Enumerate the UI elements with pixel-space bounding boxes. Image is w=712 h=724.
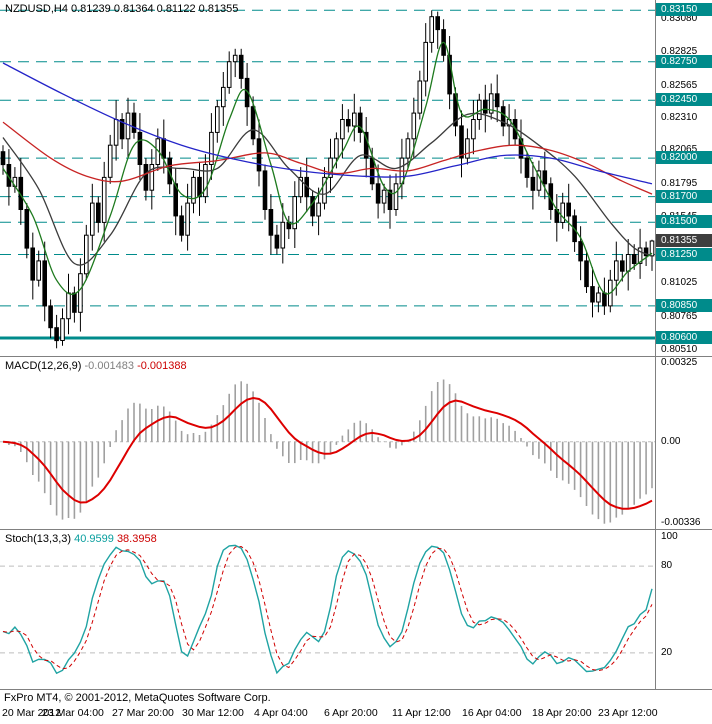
level-price-label: 0.82000 bbox=[656, 151, 712, 165]
ma-medium-red bbox=[2, 121, 653, 195]
stoch-tick-label: 80 bbox=[661, 560, 673, 572]
level-price-label: 0.81250 bbox=[656, 247, 712, 261]
price-tick-label: 0.82825 bbox=[661, 46, 698, 58]
macd-tick-label: 0.00325 bbox=[661, 357, 698, 368]
level-price-label: 0.81700 bbox=[656, 189, 712, 203]
price-tick-label: 0.82310 bbox=[661, 112, 698, 124]
time-axis[interactable]: 20 Mar 2012 23 Mar 04:00 27 Mar 20:00 30 Ma… bbox=[0, 707, 712, 723]
level-price-label: 0.81500 bbox=[656, 215, 712, 229]
stoch-k-line bbox=[2, 544, 653, 675]
ma-fast-green bbox=[2, 41, 653, 295]
macd-canvas[interactable] bbox=[0, 357, 655, 529]
price-tick-label: 0.82565 bbox=[661, 79, 698, 91]
time-axis-label: 11 Apr 12:00 bbox=[392, 707, 451, 719]
stoch-d-line bbox=[2, 545, 653, 672]
stoch-level-lines bbox=[0, 565, 655, 654]
level-price-label: 0.82750 bbox=[656, 54, 712, 68]
level-price-label: 0.80600 bbox=[656, 331, 712, 344]
price-tick-label: 0.81795 bbox=[661, 178, 698, 190]
time-axis-label: 16 Apr 04:00 bbox=[462, 707, 522, 719]
level-price-label: 0.82450 bbox=[656, 93, 712, 107]
ma-smooth-dark bbox=[2, 112, 653, 266]
macd-tick-label: 0.00 bbox=[661, 435, 681, 447]
time-axis-label: 20 Mar 2012 bbox=[2, 707, 61, 719]
level-price-label: 0.83150 bbox=[656, 3, 712, 17]
stoch-tick-label: 20 bbox=[661, 646, 673, 658]
stochastic-indicator-plot[interactable]: Stoch(13,3,3) 40.9599 38.3958 bbox=[0, 530, 656, 690]
price-tick-label: 0.81025 bbox=[661, 277, 698, 289]
price-axis[interactable]: 0.83080 0.82825 0.82565 0.82310 0.82065 0.817… bbox=[656, 0, 712, 357]
price-tick-label: 0.82065 bbox=[661, 143, 698, 155]
price-tick-label: 0.83080 bbox=[661, 13, 698, 25]
price-tick-label: 0.80510 bbox=[661, 343, 698, 355]
stoch-tick-label: 100 bbox=[661, 531, 678, 543]
time-axis-label: 27 Mar 20:00 bbox=[112, 707, 174, 719]
copyright-text: FxPro MT4, © 2001-2012, MetaQuotes Softw… bbox=[4, 692, 271, 704]
macd-indicator-plot[interactable]: MACD(12,26,9) -0.001483 -0.001388 bbox=[0, 357, 656, 530]
level-price-label: 0.80850 bbox=[656, 298, 712, 312]
time-axis-label: 30 Mar 12:00 bbox=[182, 707, 244, 719]
time-axis-label: 4 Apr 04:00 bbox=[254, 707, 308, 719]
stochastic-axis[interactable]: 100 80 20 bbox=[656, 530, 712, 690]
macd-signal-line bbox=[2, 396, 653, 510]
macd-axis[interactable]: 0.00325 0.00 -0.00336 bbox=[656, 357, 712, 530]
time-axis-label: 23 Mar 04:00 bbox=[42, 707, 104, 719]
candles-layer bbox=[0, 10, 655, 349]
price-chart-plot[interactable]: NZDUSD,H4 0.81239 0.81364 0.81122 0.8135… bbox=[0, 0, 656, 357]
bottom-bar: FxPro MT4, © 2001-2012, MetaQuotes Softw… bbox=[0, 690, 712, 724]
time-axis-label: 6 Apr 20:00 bbox=[324, 707, 378, 719]
price-chart-canvas[interactable] bbox=[0, 0, 655, 356]
current-price-label: 0.81355 bbox=[656, 234, 712, 247]
stochastic-canvas[interactable] bbox=[0, 530, 655, 689]
moving-average-lines bbox=[2, 41, 653, 295]
time-axis-label: 23 Apr 12:00 bbox=[598, 707, 658, 719]
time-axis-label: 18 Apr 20:00 bbox=[532, 707, 592, 719]
price-tick-label: 0.80765 bbox=[661, 310, 698, 322]
ma-slow-blue bbox=[2, 62, 653, 185]
macd-tick-label: -0.00336 bbox=[661, 517, 701, 528]
